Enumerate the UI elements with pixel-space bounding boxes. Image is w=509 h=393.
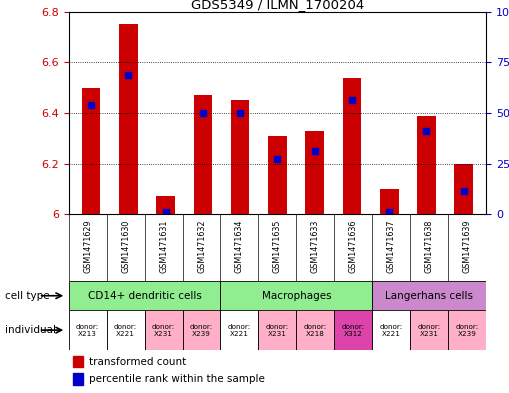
Text: GSM1471629: GSM1471629 xyxy=(83,220,92,273)
Bar xyxy=(82,88,100,214)
Bar xyxy=(119,24,137,214)
Text: donor:
X231: donor: X231 xyxy=(266,323,289,337)
Bar xyxy=(156,196,175,214)
Bar xyxy=(183,310,220,350)
Text: donor:
X221: donor: X221 xyxy=(228,323,251,337)
Text: GSM1471636: GSM1471636 xyxy=(349,220,358,273)
Bar xyxy=(410,310,448,350)
Text: CD14+ dendritic cells: CD14+ dendritic cells xyxy=(88,291,202,301)
Text: donor:
X312: donor: X312 xyxy=(342,323,365,337)
Bar xyxy=(372,281,486,310)
Text: donor:
X231: donor: X231 xyxy=(417,323,441,337)
Text: donor:
X221: donor: X221 xyxy=(114,323,137,337)
Title: GDS5349 / ILMN_1700204: GDS5349 / ILMN_1700204 xyxy=(191,0,364,11)
Bar xyxy=(69,310,107,350)
Bar xyxy=(259,310,296,350)
Bar xyxy=(448,310,486,350)
Text: donor:
X221: donor: X221 xyxy=(380,323,403,337)
Text: donor:
X239: donor: X239 xyxy=(456,323,479,337)
Text: GSM1471635: GSM1471635 xyxy=(273,220,282,273)
Text: Macrophages: Macrophages xyxy=(262,291,331,301)
Bar xyxy=(220,310,259,350)
Text: GSM1471631: GSM1471631 xyxy=(159,220,168,273)
Text: GSM1471634: GSM1471634 xyxy=(235,220,244,273)
Text: donor:
X239: donor: X239 xyxy=(190,323,213,337)
Text: individual: individual xyxy=(5,325,56,335)
Bar xyxy=(107,310,145,350)
Text: cell type: cell type xyxy=(5,291,50,301)
Bar xyxy=(305,131,324,214)
Text: GSM1471632: GSM1471632 xyxy=(197,220,206,273)
Text: donor:
X231: donor: X231 xyxy=(152,323,175,337)
Bar xyxy=(296,310,334,350)
Text: GSM1471639: GSM1471639 xyxy=(463,220,472,273)
Bar xyxy=(73,356,83,367)
Text: GSM1471630: GSM1471630 xyxy=(121,220,130,273)
Bar xyxy=(372,310,410,350)
Bar xyxy=(193,95,212,214)
Bar xyxy=(455,163,473,214)
Text: donor:
X218: donor: X218 xyxy=(304,323,327,337)
Bar xyxy=(73,373,83,385)
Bar xyxy=(268,136,287,214)
Bar xyxy=(220,281,372,310)
Text: donor:
X213: donor: X213 xyxy=(76,323,99,337)
Bar xyxy=(231,100,249,214)
Bar xyxy=(380,189,399,214)
Text: transformed count: transformed count xyxy=(89,356,186,367)
Text: GSM1471633: GSM1471633 xyxy=(311,220,320,273)
Bar xyxy=(417,116,436,214)
Bar xyxy=(145,310,183,350)
Text: percentile rank within the sample: percentile rank within the sample xyxy=(89,374,265,384)
Text: Langerhans cells: Langerhans cells xyxy=(385,291,473,301)
Text: GSM1471638: GSM1471638 xyxy=(425,220,434,273)
Bar xyxy=(334,310,372,350)
Bar xyxy=(69,281,220,310)
Text: GSM1471637: GSM1471637 xyxy=(387,220,395,273)
Bar xyxy=(343,77,361,214)
